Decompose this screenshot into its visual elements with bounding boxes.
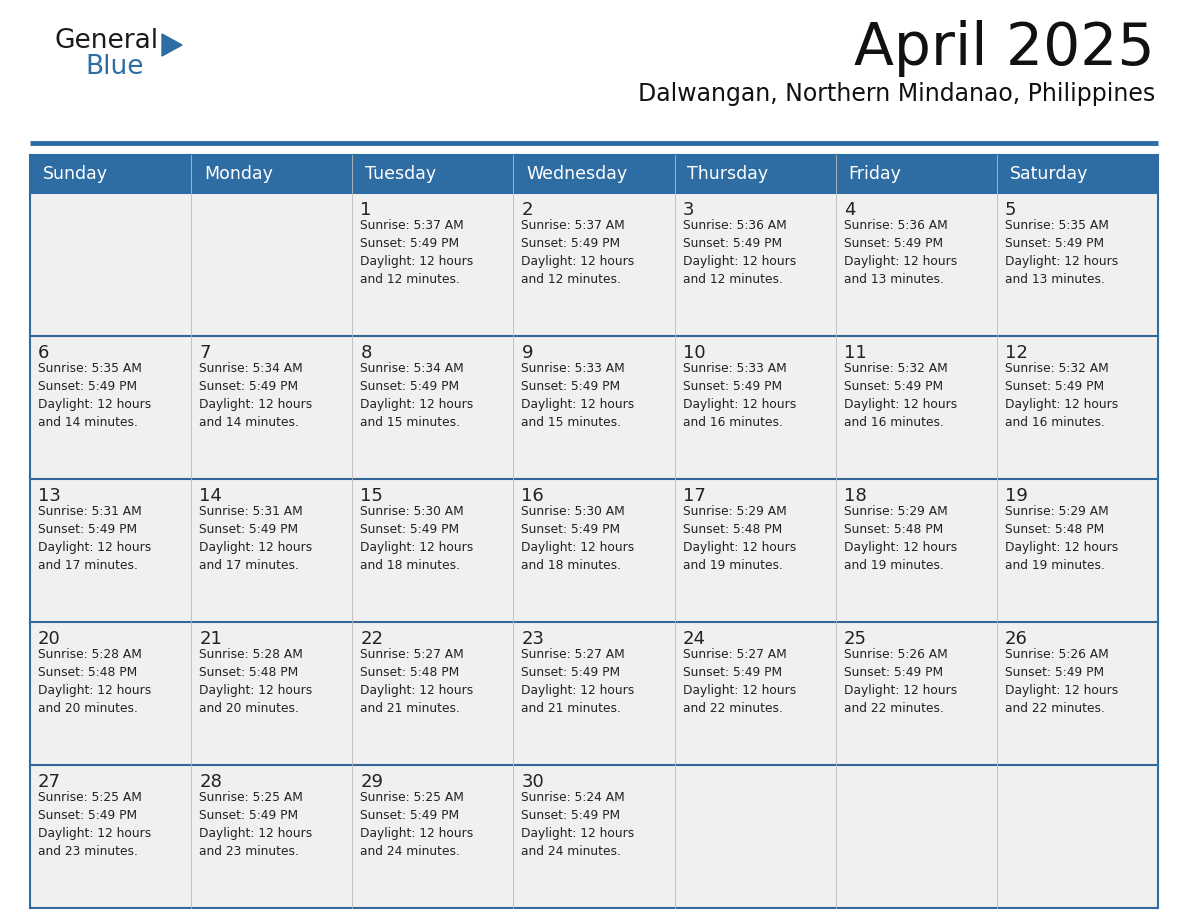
Text: 21: 21 xyxy=(200,630,222,648)
Text: 15: 15 xyxy=(360,487,384,505)
Text: 17: 17 xyxy=(683,487,706,505)
Text: 14: 14 xyxy=(200,487,222,505)
Text: Sunrise: 5:29 AM
Sunset: 5:48 PM
Daylight: 12 hours
and 19 minutes.: Sunrise: 5:29 AM Sunset: 5:48 PM Dayligh… xyxy=(1005,505,1118,572)
Text: Sunrise: 5:25 AM
Sunset: 5:49 PM
Daylight: 12 hours
and 24 minutes.: Sunrise: 5:25 AM Sunset: 5:49 PM Dayligh… xyxy=(360,791,474,858)
Bar xyxy=(30,336,1158,479)
Text: Sunday: Sunday xyxy=(43,165,108,183)
Text: Sunrise: 5:25 AM
Sunset: 5:49 PM
Daylight: 12 hours
and 23 minutes.: Sunrise: 5:25 AM Sunset: 5:49 PM Dayligh… xyxy=(200,791,312,858)
Text: Sunrise: 5:35 AM
Sunset: 5:49 PM
Daylight: 12 hours
and 13 minutes.: Sunrise: 5:35 AM Sunset: 5:49 PM Dayligh… xyxy=(1005,219,1118,286)
Text: 30: 30 xyxy=(522,773,544,791)
Text: 20: 20 xyxy=(38,630,61,648)
Bar xyxy=(30,155,1158,193)
Text: Thursday: Thursday xyxy=(688,165,769,183)
Text: Sunrise: 5:33 AM
Sunset: 5:49 PM
Daylight: 12 hours
and 16 minutes.: Sunrise: 5:33 AM Sunset: 5:49 PM Dayligh… xyxy=(683,362,796,429)
Text: 6: 6 xyxy=(38,344,50,362)
Bar xyxy=(30,765,1158,908)
Text: General: General xyxy=(55,28,159,54)
Text: Sunrise: 5:35 AM
Sunset: 5:49 PM
Daylight: 12 hours
and 14 minutes.: Sunrise: 5:35 AM Sunset: 5:49 PM Dayligh… xyxy=(38,362,151,429)
Text: Blue: Blue xyxy=(86,54,144,80)
Text: Monday: Monday xyxy=(204,165,273,183)
Text: Sunrise: 5:27 AM
Sunset: 5:49 PM
Daylight: 12 hours
and 22 minutes.: Sunrise: 5:27 AM Sunset: 5:49 PM Dayligh… xyxy=(683,648,796,715)
Bar xyxy=(30,479,1158,622)
Text: Sunrise: 5:26 AM
Sunset: 5:49 PM
Daylight: 12 hours
and 22 minutes.: Sunrise: 5:26 AM Sunset: 5:49 PM Dayligh… xyxy=(1005,648,1118,715)
Bar xyxy=(30,622,1158,765)
Text: Sunrise: 5:29 AM
Sunset: 5:48 PM
Daylight: 12 hours
and 19 minutes.: Sunrise: 5:29 AM Sunset: 5:48 PM Dayligh… xyxy=(683,505,796,572)
Text: Sunrise: 5:37 AM
Sunset: 5:49 PM
Daylight: 12 hours
and 12 minutes.: Sunrise: 5:37 AM Sunset: 5:49 PM Dayligh… xyxy=(360,219,474,286)
Text: 5: 5 xyxy=(1005,201,1017,219)
Text: 28: 28 xyxy=(200,773,222,791)
Text: 23: 23 xyxy=(522,630,544,648)
Text: Sunrise: 5:31 AM
Sunset: 5:49 PM
Daylight: 12 hours
and 17 minutes.: Sunrise: 5:31 AM Sunset: 5:49 PM Dayligh… xyxy=(38,505,151,572)
Text: 22: 22 xyxy=(360,630,384,648)
Text: Tuesday: Tuesday xyxy=(365,165,436,183)
Text: Sunrise: 5:26 AM
Sunset: 5:49 PM
Daylight: 12 hours
and 22 minutes.: Sunrise: 5:26 AM Sunset: 5:49 PM Dayligh… xyxy=(843,648,958,715)
Text: Sunrise: 5:31 AM
Sunset: 5:49 PM
Daylight: 12 hours
and 17 minutes.: Sunrise: 5:31 AM Sunset: 5:49 PM Dayligh… xyxy=(200,505,312,572)
Text: 8: 8 xyxy=(360,344,372,362)
Text: 25: 25 xyxy=(843,630,867,648)
Text: Sunrise: 5:25 AM
Sunset: 5:49 PM
Daylight: 12 hours
and 23 minutes.: Sunrise: 5:25 AM Sunset: 5:49 PM Dayligh… xyxy=(38,791,151,858)
Text: Wednesday: Wednesday xyxy=(526,165,627,183)
Bar xyxy=(30,193,1158,336)
Text: 11: 11 xyxy=(843,344,866,362)
Text: 19: 19 xyxy=(1005,487,1028,505)
Text: 18: 18 xyxy=(843,487,866,505)
Text: 7: 7 xyxy=(200,344,210,362)
Text: 24: 24 xyxy=(683,630,706,648)
Text: 27: 27 xyxy=(38,773,61,791)
Polygon shape xyxy=(162,34,182,56)
Text: April 2025: April 2025 xyxy=(854,20,1155,77)
Text: Saturday: Saturday xyxy=(1010,165,1088,183)
Text: 1: 1 xyxy=(360,201,372,219)
Text: 4: 4 xyxy=(843,201,855,219)
Text: Sunrise: 5:30 AM
Sunset: 5:49 PM
Daylight: 12 hours
and 18 minutes.: Sunrise: 5:30 AM Sunset: 5:49 PM Dayligh… xyxy=(522,505,634,572)
Text: 16: 16 xyxy=(522,487,544,505)
Text: 2: 2 xyxy=(522,201,533,219)
Text: Sunrise: 5:30 AM
Sunset: 5:49 PM
Daylight: 12 hours
and 18 minutes.: Sunrise: 5:30 AM Sunset: 5:49 PM Dayligh… xyxy=(360,505,474,572)
Text: 12: 12 xyxy=(1005,344,1028,362)
Text: Sunrise: 5:36 AM
Sunset: 5:49 PM
Daylight: 12 hours
and 12 minutes.: Sunrise: 5:36 AM Sunset: 5:49 PM Dayligh… xyxy=(683,219,796,286)
Text: 26: 26 xyxy=(1005,630,1028,648)
Text: Dalwangan, Northern Mindanao, Philippines: Dalwangan, Northern Mindanao, Philippine… xyxy=(638,82,1155,106)
Text: Sunrise: 5:32 AM
Sunset: 5:49 PM
Daylight: 12 hours
and 16 minutes.: Sunrise: 5:32 AM Sunset: 5:49 PM Dayligh… xyxy=(843,362,958,429)
Text: Sunrise: 5:27 AM
Sunset: 5:49 PM
Daylight: 12 hours
and 21 minutes.: Sunrise: 5:27 AM Sunset: 5:49 PM Dayligh… xyxy=(522,648,634,715)
Text: 10: 10 xyxy=(683,344,706,362)
Text: Sunrise: 5:37 AM
Sunset: 5:49 PM
Daylight: 12 hours
and 12 minutes.: Sunrise: 5:37 AM Sunset: 5:49 PM Dayligh… xyxy=(522,219,634,286)
Text: Sunrise: 5:36 AM
Sunset: 5:49 PM
Daylight: 12 hours
and 13 minutes.: Sunrise: 5:36 AM Sunset: 5:49 PM Dayligh… xyxy=(843,219,958,286)
Text: Sunrise: 5:28 AM
Sunset: 5:48 PM
Daylight: 12 hours
and 20 minutes.: Sunrise: 5:28 AM Sunset: 5:48 PM Dayligh… xyxy=(200,648,312,715)
Text: Sunrise: 5:32 AM
Sunset: 5:49 PM
Daylight: 12 hours
and 16 minutes.: Sunrise: 5:32 AM Sunset: 5:49 PM Dayligh… xyxy=(1005,362,1118,429)
Text: Sunrise: 5:34 AM
Sunset: 5:49 PM
Daylight: 12 hours
and 14 minutes.: Sunrise: 5:34 AM Sunset: 5:49 PM Dayligh… xyxy=(200,362,312,429)
Text: Sunrise: 5:33 AM
Sunset: 5:49 PM
Daylight: 12 hours
and 15 minutes.: Sunrise: 5:33 AM Sunset: 5:49 PM Dayligh… xyxy=(522,362,634,429)
Text: Sunrise: 5:24 AM
Sunset: 5:49 PM
Daylight: 12 hours
and 24 minutes.: Sunrise: 5:24 AM Sunset: 5:49 PM Dayligh… xyxy=(522,791,634,858)
Text: Sunrise: 5:34 AM
Sunset: 5:49 PM
Daylight: 12 hours
and 15 minutes.: Sunrise: 5:34 AM Sunset: 5:49 PM Dayligh… xyxy=(360,362,474,429)
Text: Sunrise: 5:27 AM
Sunset: 5:48 PM
Daylight: 12 hours
and 21 minutes.: Sunrise: 5:27 AM Sunset: 5:48 PM Dayligh… xyxy=(360,648,474,715)
Text: Sunrise: 5:29 AM
Sunset: 5:48 PM
Daylight: 12 hours
and 19 minutes.: Sunrise: 5:29 AM Sunset: 5:48 PM Dayligh… xyxy=(843,505,958,572)
Text: 29: 29 xyxy=(360,773,384,791)
Text: Friday: Friday xyxy=(848,165,902,183)
Text: Sunrise: 5:28 AM
Sunset: 5:48 PM
Daylight: 12 hours
and 20 minutes.: Sunrise: 5:28 AM Sunset: 5:48 PM Dayligh… xyxy=(38,648,151,715)
Text: 13: 13 xyxy=(38,487,61,505)
Text: 3: 3 xyxy=(683,201,694,219)
Text: 9: 9 xyxy=(522,344,533,362)
